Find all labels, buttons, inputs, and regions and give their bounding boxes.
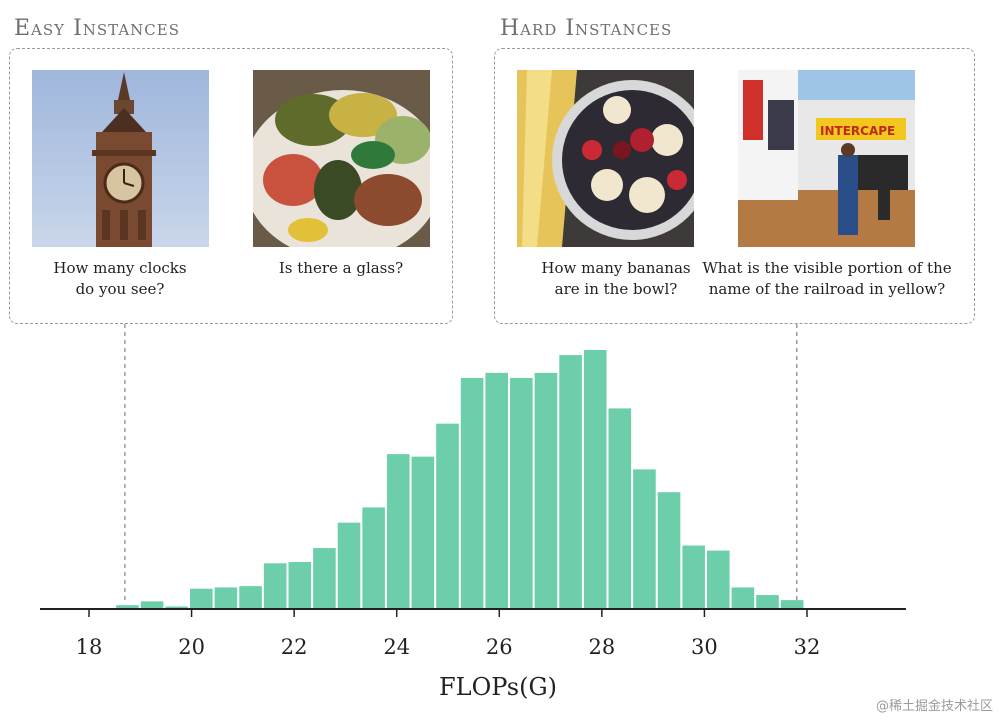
histogram-bar-14 [460,377,484,609]
histogram-bar-2 [165,606,189,609]
histogram-bar-13 [436,423,459,609]
histogram-bar-18 [559,355,582,609]
histogram-bar-15 [485,372,509,609]
hard-question-1: How many bananas are in the bowl? [541,259,691,298]
histogram-bar-5 [239,586,262,609]
fruit-bowl-bananas-photo [517,70,694,247]
histogram-bar-21 [633,469,656,609]
histogram-bar-17 [534,372,558,609]
histogram-bar-12 [411,456,435,609]
easy-question-1: How many clocks do you see? [53,259,187,298]
histogram-bar-0 [116,605,139,609]
easy-instances-panel [9,48,453,324]
hard-question-2: What is the visible portion of the name … [702,259,952,298]
intercape-bus-photo: INTERCAPE [738,70,915,247]
histogram-bar-8 [313,548,336,609]
big-ben-clock-tower-photo [32,70,209,247]
x-tick-label-24: 24 [383,635,410,659]
x-tick-label-28: 28 [588,635,615,659]
histogram-bar-7 [288,562,312,609]
histogram-bar-26 [756,595,779,609]
histogram-bar-19 [583,350,607,609]
x-tick-label-30: 30 [691,635,718,659]
histogram-bar-1 [140,601,164,609]
histogram-bar-4 [214,587,238,609]
x-tick-label-22: 22 [281,635,308,659]
x-tick-label-18: 18 [76,635,103,659]
easy-instances-title: Easy Instances [14,16,180,41]
watermark: @稀土掘金技术社区 [875,699,993,714]
x-tick-label-26: 26 [486,635,513,659]
histogram-bar-23 [682,545,705,609]
x-tick-label-32: 32 [794,635,821,659]
hard-instances-panel [494,48,975,324]
histogram-bar-27 [780,600,804,609]
x-axis-label: FLOPs(G) [439,673,557,701]
histogram-bar-3 [190,588,213,609]
histogram-bar-24 [706,550,730,609]
histogram-bar-6 [263,563,287,609]
food-plate-photo [253,70,430,247]
histogram-bar-9 [337,522,361,609]
histogram-bar-11 [386,454,410,609]
bus-sign-text: INTERCAPE [820,124,895,138]
histogram-bar-20 [608,408,632,609]
easy-question-2: Is there a glass? [278,259,404,277]
x-tick-label-20: 20 [178,635,205,659]
hard-instances-title: Hard Instances [500,16,673,41]
histogram-bar-22 [657,492,681,609]
histogram-bar-25 [731,587,755,609]
histogram-bar-10 [362,507,385,609]
histogram-bar-16 [510,377,533,609]
